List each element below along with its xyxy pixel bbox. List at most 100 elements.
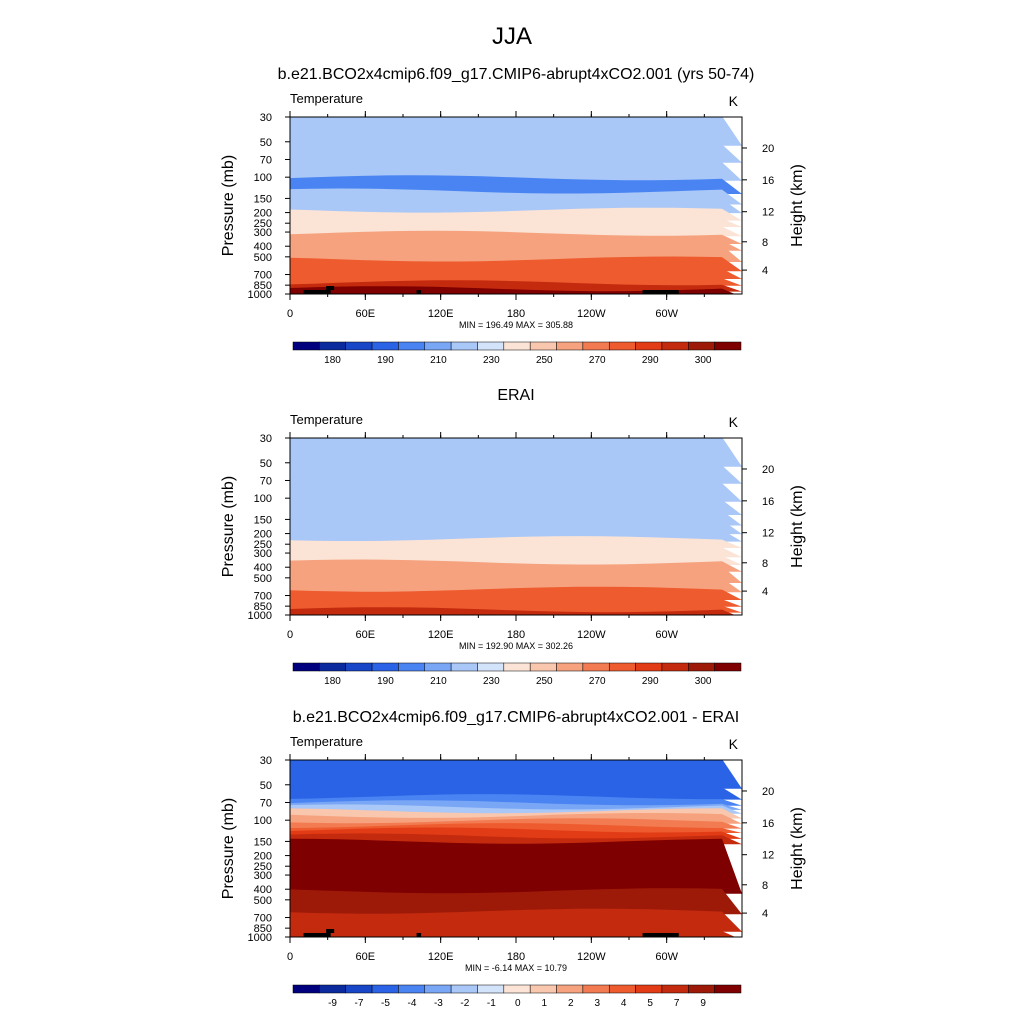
y-axis-title: Pressure (mb) [220,476,237,577]
contour-band [290,238,742,251]
colorbar-box [450,984,478,994]
x-tick-label: 120W [577,629,606,641]
topography-mask [326,929,335,933]
x-tick-label: 60E [356,629,376,641]
colorbar-box [529,341,557,351]
colorbar-box [371,341,399,351]
y-tick-label: 100 [254,493,272,505]
y-right-tick-label: 12 [762,528,774,540]
colorbar-box [608,662,636,672]
contour-band [290,461,742,484]
y-tick-label: 50 [260,137,272,149]
y-right-tick-label: 8 [762,237,768,249]
colorbar-label: 290 [642,355,659,366]
colorbar-box [319,341,346,351]
colorbar-box [398,341,426,351]
colorbar-label: -4 [407,998,416,1009]
y-tick-label: 70 [260,475,272,487]
colorbar-label: 4 [621,998,627,1009]
colorbar-box [345,984,373,994]
colorbar-box [503,341,531,351]
contour-field [290,438,742,615]
y-tick-label: 400 [254,562,272,574]
y-right-axis-title: Height (km) [789,485,806,568]
colorbar-label: 270 [589,355,606,366]
colorbar-box [292,984,320,994]
panel-title: ERAI [497,387,534,404]
colorbar-box [371,984,399,994]
y-tick-label: 30 [260,755,272,767]
x-tick-label: 0 [287,308,293,320]
colorbar-label: 0 [515,998,521,1009]
contour-band [290,175,742,195]
colorbar-label: 210 [430,355,447,366]
y-tick-label: 250 [254,539,272,551]
colorbar-label: 7 [674,998,680,1009]
colorbar-box [556,662,584,672]
y-tick-label: 300 [254,870,272,882]
colorbar-box [714,341,742,351]
y-tick-label: 70 [260,154,272,166]
y-tick-label: 200 [254,851,272,863]
colorbar-label: 300 [695,355,712,366]
y-tick-label: 150 [254,514,272,526]
contour-band [290,478,742,502]
stats-label: MIN = 192.90 MAX = 302.26 [459,641,573,651]
x-tick-label: 120E [428,308,454,320]
colorbar-box [635,341,663,351]
chart-panel-2: ERAI Temperature K 0 60E 120E 180 120W 60W 30 50 70… [220,387,806,687]
colorbar-label: 230 [483,355,500,366]
x-tick-label: 180 [507,308,525,320]
y-axis-title: Pressure (mb) [220,798,237,899]
y-right-tick-label: 20 [762,143,774,155]
y-tick-label: 850 [254,601,272,613]
x-tick-label: 60E [356,308,376,320]
contour-band [290,438,742,467]
contour-field [290,117,742,294]
colorbar-box [635,984,663,994]
panel-title: b.e21.BCO2x4cmip6.f09_g17.CMIP6-abrupt4x… [278,66,755,83]
contour-band [290,607,735,615]
y-right-tick-label: 12 [762,207,774,219]
y-tick-label: 30 [260,112,272,124]
colorbar-box [556,341,584,351]
contour-band [290,838,742,894]
contour-band [290,760,742,789]
y-tick-label: 1000 [248,932,272,944]
contour-band [290,559,742,572]
y-tick-label: 100 [254,172,272,184]
topography-mask [303,290,331,294]
contour-band [290,188,742,205]
colorbar-label: 250 [536,355,553,366]
colorbar-label: -9 [328,998,337,1009]
y-tick-label: 300 [254,227,272,239]
y-tick-label: 150 [254,193,272,205]
y-tick-label: 70 [260,797,272,809]
colorbar-label: 190 [377,355,394,366]
colorbar-label: -2 [460,998,469,1009]
colorbar-box [714,984,742,994]
y-right-tick-label: 4 [762,908,768,920]
contour-band [290,783,742,800]
x-tick-label: 60E [356,951,376,963]
y-right-tick-label: 16 [762,496,774,508]
topography-mask [416,290,422,294]
colorbar-box [529,984,557,994]
x-tick-label: 120E [428,951,454,963]
colorbar-box [661,984,689,994]
y-tick-label: 300 [254,548,272,560]
colorbar-label: 3 [594,998,600,1009]
y-tick-label: 100 [254,815,272,827]
y-right-tick-label: 16 [762,818,774,830]
colorbar-box [477,984,505,994]
colorbar-label: 300 [695,676,712,687]
units-label: K [729,736,739,752]
y-tick-label: 700 [254,591,272,603]
contour-band [290,265,742,279]
colorbar-box [688,984,715,994]
y-right-tick-label: 12 [762,850,774,862]
colorbar-label: 290 [642,676,659,687]
units-label: K [729,93,739,109]
y-tick-label: 850 [254,923,272,935]
colorbar-label: 9 [700,998,706,1009]
